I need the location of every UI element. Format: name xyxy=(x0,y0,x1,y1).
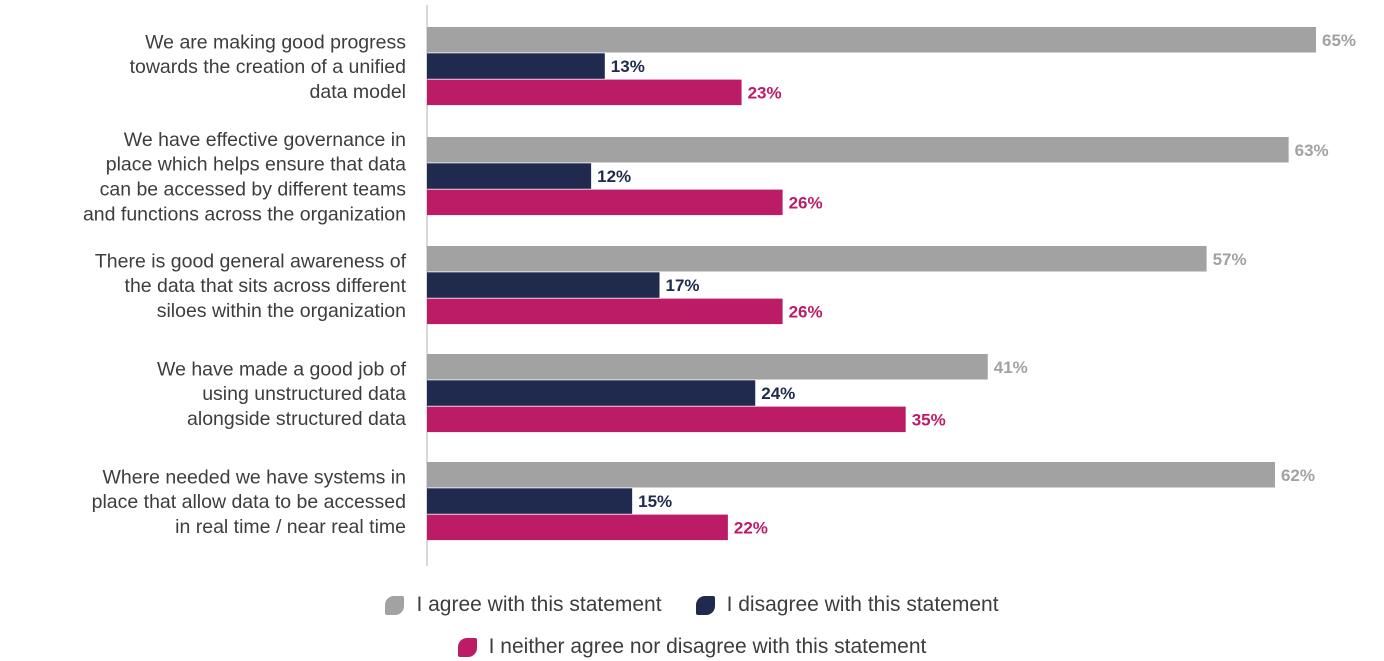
bar-chart: 65% 13% 23% 63% 12% 26% 57% 17% 26% 41% 24% 35% 62% 1… xyxy=(83,5,1356,566)
category-label-2-line-2: place which helps ensure that data xyxy=(106,154,406,176)
legend-item-neither: I neither agree nor disagree with this s… xyxy=(457,635,927,659)
legend-item-agree: I agree with this statement xyxy=(385,593,662,617)
category-label-4-line-1: We have made a good job of xyxy=(157,358,407,380)
value-label-agree-5: 62% xyxy=(1281,466,1315,485)
value-label-agree-1: 65% xyxy=(1322,31,1356,50)
legend-row-1: I agree with this statement I disagree w… xyxy=(0,593,1384,617)
value-label-disagree-5: 15% xyxy=(638,492,672,511)
category-labels-group: We are making good progress towards the c… xyxy=(83,31,407,538)
bar-agree-3 xyxy=(427,246,1207,272)
bar-disagree-5 xyxy=(427,488,633,514)
bar-agree-5 xyxy=(427,462,1275,488)
value-label-agree-4: 41% xyxy=(994,358,1028,377)
value-label-agree-2: 63% xyxy=(1295,141,1329,160)
category-label-2: We have effective governance in place whi… xyxy=(83,129,406,225)
category-label-5-line-1: Where needed we have systems in xyxy=(103,466,407,488)
category-label-1-line-1: We are making good progress xyxy=(145,31,406,53)
category-label-4: We have made a good job of using unstruct… xyxy=(157,358,407,430)
category-label-4-line-3: alongside structured data xyxy=(187,408,406,430)
value-label-neither-2: 26% xyxy=(789,193,823,212)
category-label-2-line-3: can be accessed by different teams xyxy=(100,178,407,200)
legend-row-2: I neither agree nor disagree with this s… xyxy=(0,635,1384,659)
value-label-neither-1: 23% xyxy=(748,83,782,102)
category-label-5-line-3: in real time / near real time xyxy=(175,516,406,538)
bar-neither-2 xyxy=(427,189,783,216)
category-label-5-line-2: place that allow data to be accessed xyxy=(92,491,406,513)
value-label-disagree-3: 17% xyxy=(666,276,700,295)
legend-swatch-agree xyxy=(385,595,405,615)
legend-label-agree: I agree with this statement xyxy=(416,593,662,616)
bar-neither-5 xyxy=(427,514,728,541)
legend-item-disagree: I disagree with this statement xyxy=(695,593,999,617)
category-label-1-line-2: towards the creation of a unified xyxy=(130,56,406,78)
legend-swatch-neither xyxy=(457,637,477,657)
bar-neither-3 xyxy=(427,298,783,325)
category-label-1: We are making good progress towards the c… xyxy=(130,31,407,103)
category-label-1-line-3: data model xyxy=(310,81,406,103)
bar-disagree-3 xyxy=(427,272,660,298)
value-label-agree-3: 57% xyxy=(1213,250,1247,269)
legend-label-disagree: I disagree with this statement xyxy=(726,593,999,616)
category-label-4-line-2: using unstructured data xyxy=(202,383,406,405)
bar-disagree-4 xyxy=(427,380,756,406)
category-label-3: There is good general awareness of the da… xyxy=(95,250,407,322)
bar-disagree-2 xyxy=(427,163,592,189)
category-label-3-line-2: the data that sits across different xyxy=(125,275,407,297)
value-label-neither-4: 35% xyxy=(912,410,946,429)
value-label-neither-3: 26% xyxy=(789,302,823,321)
bar-neither-1 xyxy=(427,79,742,106)
category-label-3-line-1: There is good general awareness of xyxy=(95,250,407,272)
value-label-neither-5: 22% xyxy=(734,518,768,537)
category-label-3-line-3: siloes within the organization xyxy=(157,300,406,322)
value-label-disagree-1: 13% xyxy=(611,57,645,76)
value-label-disagree-2: 12% xyxy=(597,167,631,186)
bar-neither-4 xyxy=(427,406,906,433)
bar-agree-1 xyxy=(427,27,1316,53)
bar-agree-2 xyxy=(427,137,1289,163)
bar-disagree-1 xyxy=(427,53,605,79)
bar-agree-4 xyxy=(427,354,988,380)
bars-group: 65% 13% 23% 63% 12% 26% 57% 17% 26% 41% 24% 35% 62% 1… xyxy=(427,27,1356,541)
category-label-2-line-4: and functions across the organization xyxy=(83,203,406,225)
category-label-5: Where needed we have systems in place tha… xyxy=(92,466,406,538)
legend-label-neither: I neither agree nor disagree with this s… xyxy=(488,635,927,658)
value-label-disagree-4: 24% xyxy=(761,384,795,403)
legend-swatch-disagree xyxy=(695,595,715,615)
category-label-2-line-1: We have effective governance in xyxy=(124,129,406,151)
